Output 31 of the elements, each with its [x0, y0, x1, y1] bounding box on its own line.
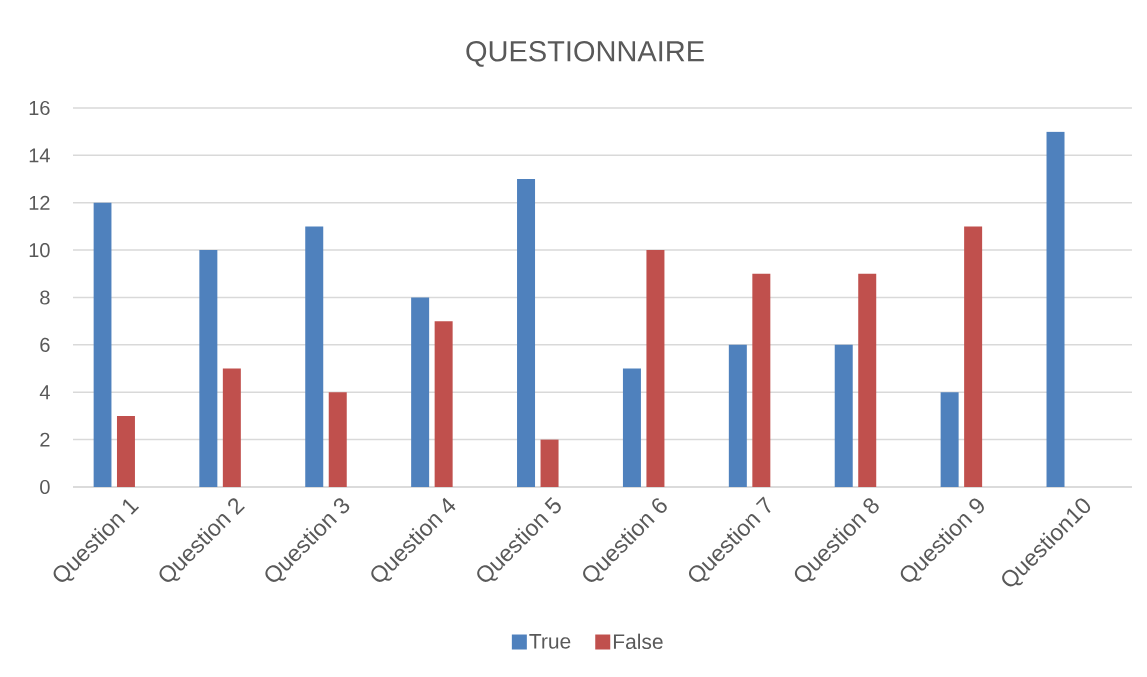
- bar: [752, 273, 771, 487]
- bar: [222, 368, 241, 487]
- bar: [834, 344, 853, 487]
- bar: [964, 226, 983, 487]
- bar: [858, 273, 877, 487]
- bar: [305, 226, 324, 487]
- bar: [328, 392, 347, 487]
- bar: [434, 321, 453, 487]
- bar: [517, 179, 536, 487]
- bar: [646, 250, 665, 487]
- legend-label: False: [613, 633, 663, 650]
- y-tick-label: 6: [40, 337, 50, 352]
- y-tick-label: 8: [40, 290, 50, 305]
- y-tick-label: 2: [40, 432, 50, 447]
- y-tick-label: 16: [29, 100, 50, 116]
- y-tick-label: 14: [29, 148, 50, 163]
- bar: [1046, 131, 1065, 487]
- y-tick-label: 12: [29, 195, 50, 210]
- y-tick-label: 4: [39, 385, 50, 400]
- bar: [540, 439, 559, 487]
- bar: [622, 368, 641, 487]
- bar: [199, 250, 218, 487]
- bar: [116, 415, 135, 487]
- bar: [93, 202, 112, 487]
- bar: [411, 297, 430, 487]
- y-tick-label: 0: [40, 479, 50, 495]
- bar: [940, 392, 959, 487]
- legend-label: True: [529, 634, 571, 649]
- bar: [728, 344, 747, 487]
- y-tick-label: 10: [29, 243, 50, 258]
- chart-title: QUESTIONNAIRE: [466, 41, 704, 67]
